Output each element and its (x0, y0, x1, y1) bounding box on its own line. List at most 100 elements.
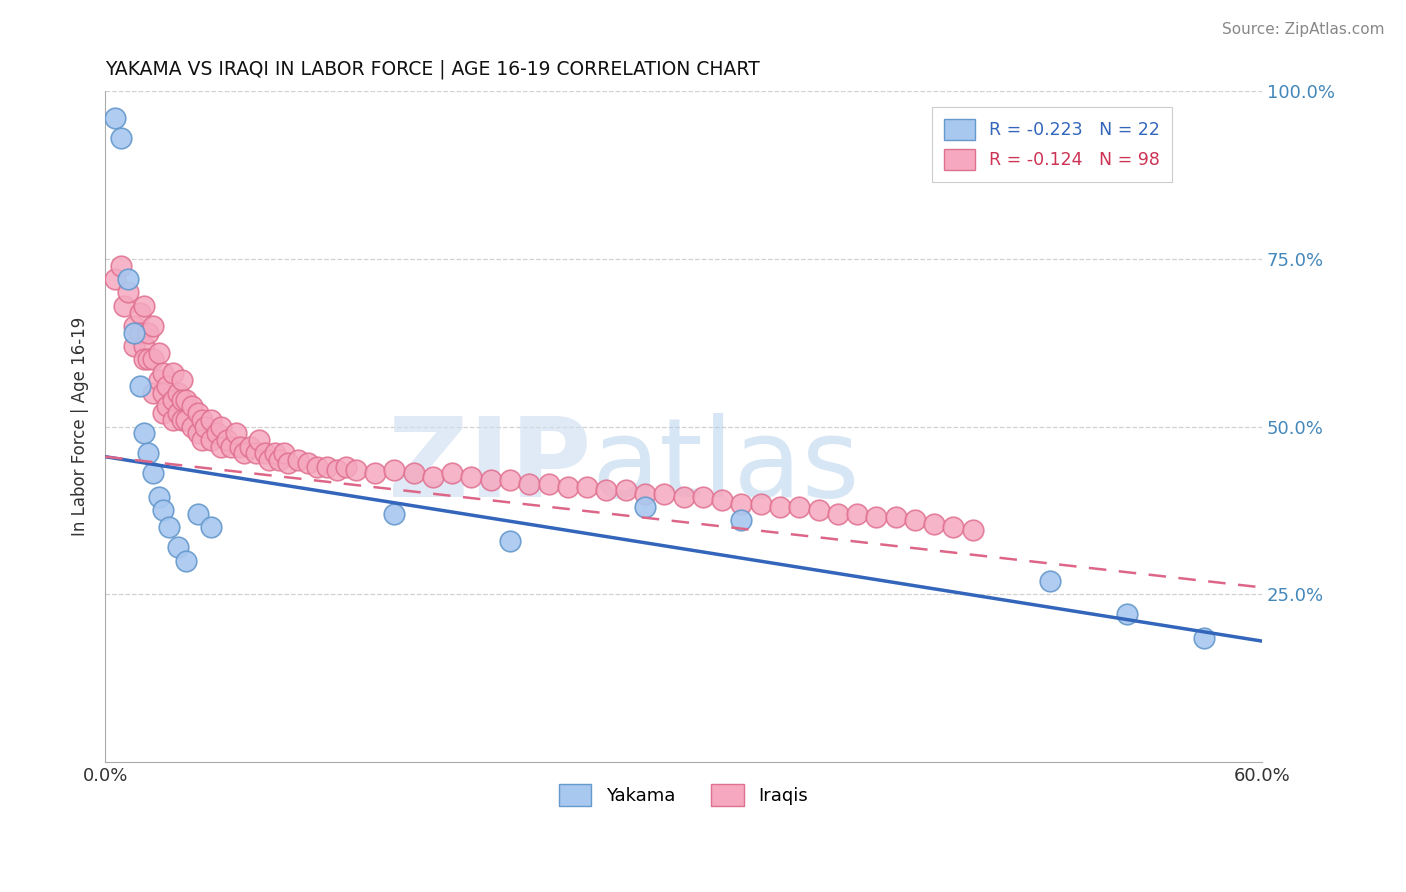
Point (136, 352, 159, 367)
Point (152, 386, 174, 401)
Point (384, 463, 406, 477)
Point (827, 507, 849, 521)
Point (254, 446, 277, 460)
Point (187, 406, 209, 420)
Point (517, 476, 540, 491)
Point (249, 433, 271, 447)
Point (172, 413, 194, 427)
Point (200, 520, 222, 534)
Legend: Yakama, Iraqis: Yakama, Iraqis (551, 777, 815, 814)
Point (200, 433, 222, 447)
Point (172, 392, 194, 407)
Point (692, 490, 714, 504)
Point (148, 345, 170, 359)
Point (156, 400, 179, 414)
Point (174, 413, 197, 427)
Point (595, 483, 617, 498)
Point (142, 352, 165, 367)
Point (364, 467, 387, 481)
Point (187, 426, 209, 441)
Point (152, 366, 174, 380)
Point (152, 503, 174, 517)
Point (148, 490, 170, 504)
Point (162, 392, 184, 407)
Point (245, 446, 267, 460)
Point (634, 486, 657, 500)
Point (187, 507, 209, 521)
Point (157, 520, 180, 534)
Point (190, 413, 212, 427)
Point (190, 433, 212, 447)
Point (316, 459, 339, 474)
Point (499, 533, 522, 548)
Point (730, 513, 752, 527)
Point (209, 440, 232, 454)
Y-axis label: In Labor Force | Age 16-19: In Labor Force | Age 16-19 (72, 317, 89, 536)
Point (711, 493, 734, 508)
Point (1039, 574, 1062, 588)
Point (219, 440, 242, 454)
Text: Source: ZipAtlas.com: Source: ZipAtlas.com (1222, 22, 1385, 37)
Point (200, 413, 222, 427)
Point (132, 426, 155, 441)
Point (297, 457, 319, 471)
Point (194, 419, 217, 434)
Point (117, 285, 139, 300)
Point (129, 379, 152, 393)
Point (132, 352, 155, 367)
Point (122, 339, 145, 353)
Point (132, 339, 155, 353)
Point (787, 500, 810, 514)
Point (962, 524, 984, 538)
Point (537, 476, 560, 491)
Point (162, 366, 184, 380)
Point (652, 486, 675, 500)
Point (1192, 631, 1215, 645)
Point (335, 459, 357, 474)
Point (807, 503, 830, 517)
Point (136, 326, 159, 340)
Point (209, 419, 232, 434)
Point (846, 507, 869, 521)
Point (273, 446, 295, 460)
Text: ZIP: ZIP (388, 413, 591, 520)
Point (142, 386, 165, 401)
Point (257, 453, 280, 467)
Point (499, 473, 522, 487)
Point (122, 326, 145, 340)
Point (156, 379, 179, 393)
Point (229, 440, 252, 454)
Point (167, 386, 190, 401)
Point (672, 490, 695, 504)
Point (749, 497, 772, 511)
Point (865, 510, 887, 524)
Point (142, 467, 165, 481)
Point (114, 299, 136, 313)
Point (576, 480, 599, 494)
Point (215, 433, 238, 447)
Point (769, 500, 792, 514)
Point (1116, 607, 1139, 622)
Text: atlas: atlas (591, 413, 859, 520)
Point (129, 305, 152, 319)
Point (614, 483, 637, 498)
Point (287, 453, 309, 467)
Point (129, 326, 152, 340)
Point (136, 446, 159, 460)
Point (479, 473, 502, 487)
Point (267, 453, 290, 467)
Point (460, 470, 482, 484)
Point (730, 497, 752, 511)
Point (167, 540, 190, 554)
Point (325, 463, 347, 477)
Point (922, 516, 945, 531)
Point (181, 419, 204, 434)
Point (344, 463, 367, 477)
Text: YAKAMA VS IRAQI IN LABOR FORCE | AGE 16-19 CORRELATION CHART: YAKAMA VS IRAQI IN LABOR FORCE | AGE 16-… (105, 60, 761, 79)
Point (277, 457, 299, 471)
Point (104, 272, 127, 286)
Point (904, 513, 927, 527)
Point (233, 446, 256, 460)
Point (441, 467, 464, 481)
Point (162, 413, 184, 427)
